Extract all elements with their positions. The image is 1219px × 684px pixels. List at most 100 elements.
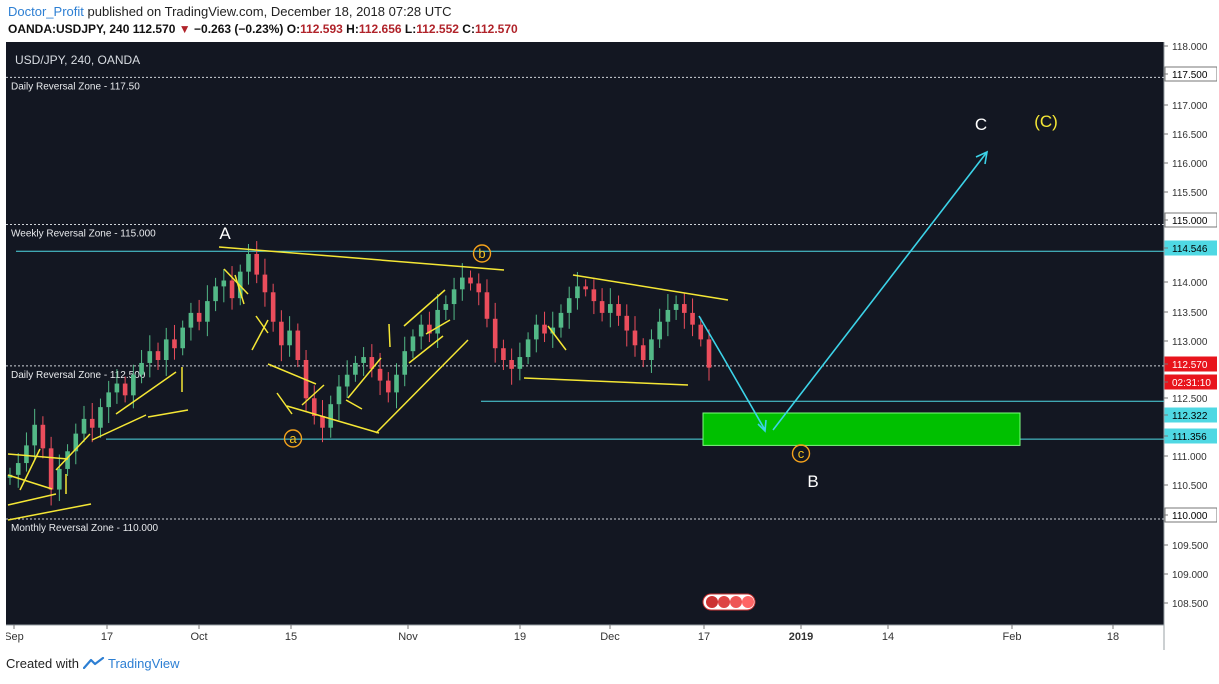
candle-body-3 <box>32 424 37 446</box>
channel-line-27 <box>547 325 567 351</box>
candle-body-30 <box>254 254 260 275</box>
event-flag-icon[interactable] <box>702 593 756 611</box>
candle-body-58 <box>484 292 490 319</box>
candle-body-65 <box>542 324 547 334</box>
candle-body-6 <box>57 468 62 490</box>
price-tick-label-4: 116.000 <box>1172 159 1208 170</box>
price-tick-label-9: 113.500 <box>1172 308 1208 319</box>
low-label: L: <box>404 22 417 36</box>
candle-body-76 <box>632 330 638 346</box>
tradingview-brand[interactable]: TradingView <box>108 656 180 671</box>
channel-line-18 <box>286 405 380 434</box>
channel-line-20 <box>347 357 382 399</box>
price-tick-label-18: 110.000 <box>1172 511 1208 522</box>
wave-label-1: b <box>478 246 485 261</box>
candle-body-24 <box>205 301 210 322</box>
candle-body-67 <box>558 312 564 328</box>
candle-body-34 <box>287 330 292 346</box>
candle-body-60 <box>501 348 506 360</box>
down-arrow-head-icon <box>757 419 767 433</box>
chart-area[interactable]: Daily Reversal Zone - 117.50 Weekly Rever… <box>4 42 1218 650</box>
candle-body-43 <box>361 357 366 363</box>
candles <box>7 241 712 506</box>
candle-body-41 <box>344 374 350 387</box>
channel-line-22 <box>345 399 363 410</box>
candle-body-53 <box>443 304 449 310</box>
wave-label-5: C <box>975 115 987 134</box>
candle-body-13 <box>114 383 120 393</box>
price-tick-label-16: 111.000 <box>1172 452 1207 463</box>
time-tick-label-1: 17 <box>101 631 113 643</box>
channel-line-19 <box>301 384 325 406</box>
time-tick-label-5: 19 <box>514 631 526 643</box>
candle-body-69 <box>575 286 580 299</box>
candle-body-61 <box>509 360 514 369</box>
price-chart[interactable]: Daily Reversal Zone - 117.50 Weekly Rever… <box>4 42 1218 650</box>
candle-body-4 <box>40 424 46 449</box>
candle-body-15 <box>131 374 136 396</box>
time-tick-label-6: Dec <box>600 631 620 643</box>
time-tick-label-10: Feb <box>1003 631 1022 643</box>
price-tick-label-19: 109.500 <box>1172 541 1209 552</box>
channel-line-1 <box>7 474 53 490</box>
time-tick-label-4: Nov <box>398 631 418 643</box>
author-link[interactable]: Doctor_Profit <box>8 4 84 19</box>
channel-line-25 <box>408 335 444 364</box>
candle-body-40 <box>336 386 342 405</box>
price-tick-label-7: 114.546 <box>1172 244 1208 255</box>
candle-body-51 <box>427 324 432 334</box>
last-price: 112.570 <box>132 22 176 36</box>
time-tick-label-7: 17 <box>698 631 710 643</box>
up-arrow-head-icon <box>975 150 989 165</box>
channel-line-9 <box>147 409 189 418</box>
channel-line-23 <box>388 323 391 348</box>
close-label: C: <box>462 22 475 36</box>
candle-body-42 <box>353 362 358 375</box>
candle-body-7 <box>65 451 70 469</box>
candle-body-48 <box>402 351 408 375</box>
candle-body-1 <box>15 463 21 475</box>
target-zone-box <box>702 412 1021 446</box>
channel-line-0 <box>7 453 69 460</box>
candle-body-39 <box>328 404 334 428</box>
wave-circle-1 <box>472 244 492 263</box>
price-axis[interactable] <box>1164 42 1217 650</box>
candle-body-17 <box>147 351 153 363</box>
price-tick-label-17: 110.500 <box>1172 481 1208 492</box>
candle-body-85 <box>706 339 712 368</box>
symbol-ohlc-line: OANDA:USDJPY, 240 112.570 ▼ −0.263 (−0.2… <box>8 22 518 36</box>
close-value: 112.570 <box>474 22 518 36</box>
price-tick-label-15: 111.356 <box>1172 432 1207 443</box>
channel-line-12 <box>223 268 249 295</box>
down-arrow-path <box>698 315 766 431</box>
candle-body-63 <box>525 339 531 358</box>
reversal-label-3: Monthly Reversal Zone - 110.000 <box>11 523 159 534</box>
reversal-levels: Daily Reversal Zone - 117.50 Weekly Rever… <box>6 76 1164 534</box>
candle-body-59 <box>492 318 498 349</box>
candle-body-18 <box>155 351 161 360</box>
candle-body-75 <box>624 315 630 331</box>
candle-body-2 <box>24 445 29 464</box>
published-text: published on TradingView.com, December 1… <box>87 4 452 19</box>
high-label: H: <box>346 22 359 36</box>
channel-line-17 <box>276 392 293 415</box>
time-tick-label-3: 15 <box>285 631 297 643</box>
candle-body-81 <box>673 304 679 310</box>
price-tick-label-21: 108.500 <box>1172 599 1209 610</box>
candle-body-74 <box>616 304 621 316</box>
price-tick-label-0: 118.000 <box>1172 42 1208 53</box>
price-tick-label-3: 116.500 <box>1172 130 1208 141</box>
symbol-label: OANDA:USDJPY, 240 <box>8 22 130 36</box>
candle-body-8 <box>73 433 79 452</box>
price-tick-label-14: 112.322 <box>1172 411 1208 422</box>
candle-body-71 <box>591 289 597 302</box>
candle-body-33 <box>279 321 284 346</box>
time-axis[interactable] <box>6 625 1164 650</box>
price-tick-label-6: 115.000 <box>1172 216 1208 227</box>
channel-line-3 <box>7 493 57 506</box>
candle-body-14 <box>122 383 128 396</box>
candle-body-68 <box>566 298 572 313</box>
reversal-label-1: Weekly Reversal Zone - 115.000 <box>11 229 156 240</box>
wave-circle-2 <box>283 429 303 448</box>
candle-body-27 <box>229 280 235 299</box>
